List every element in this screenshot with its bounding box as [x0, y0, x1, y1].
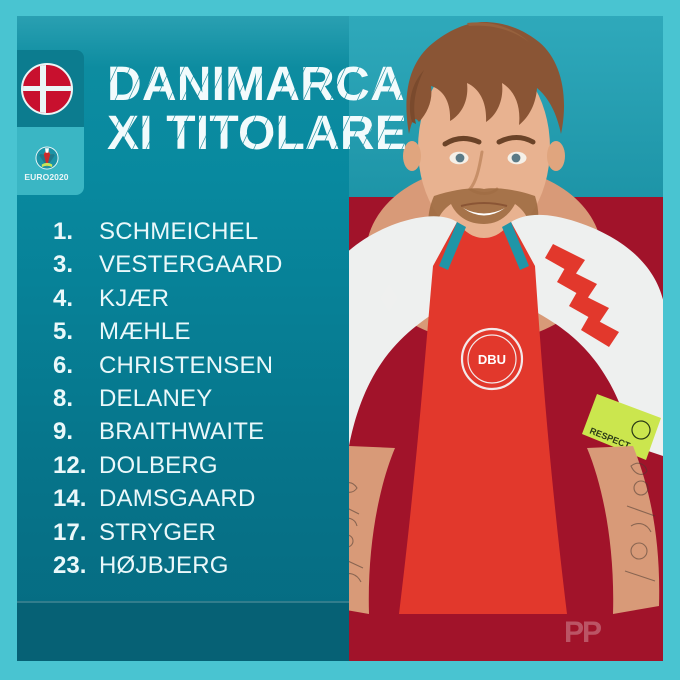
svg-text:DBU: DBU [478, 352, 506, 367]
